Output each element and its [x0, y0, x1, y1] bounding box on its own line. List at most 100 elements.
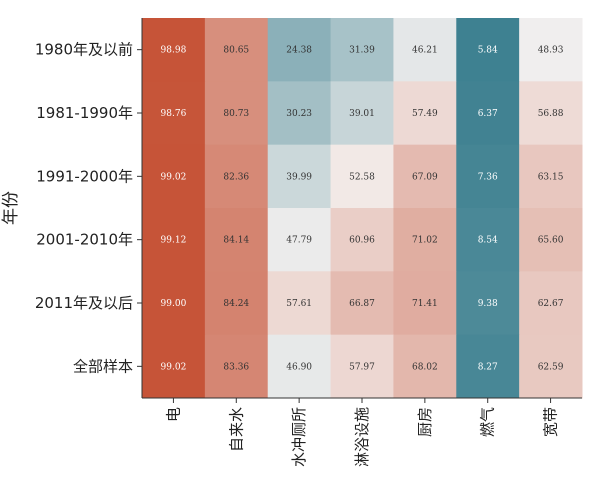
cell-value-label: 82.36	[223, 172, 249, 182]
heatmap-cell	[267, 18, 332, 82]
y-tick-label: 2001-2010年	[36, 231, 133, 249]
cell-value-label: 30.23	[286, 109, 312, 119]
x-tick-label: 电	[164, 407, 182, 422]
cell-value-label: 68.02	[412, 362, 438, 372]
heatmap-cell	[519, 81, 583, 146]
heatmap-cell-labels: 98.98 80.65 24.38 31.39 46.21 5.84 48.93 98.76 8…	[161, 46, 564, 373]
cell-value-label: 80.73	[223, 109, 249, 119]
heatmap-cell	[330, 144, 394, 209]
heatmap-cell	[456, 81, 520, 146]
x-tick-label: 自来水	[227, 407, 245, 452]
cell-value-label: 71.41	[412, 299, 438, 309]
heatmap-cell	[267, 144, 332, 209]
heatmap-cell	[330, 208, 394, 272]
cell-value-label: 56.88	[538, 109, 564, 119]
heatmap-cell	[393, 144, 457, 209]
cell-value-label: 57.97	[349, 362, 375, 372]
heatmap-cell	[204, 271, 269, 336]
x-tick-label: 厨房	[416, 407, 434, 437]
cell-value-label: 46.90	[286, 362, 312, 372]
heatmap-cell	[142, 208, 206, 272]
heatmap-cell	[142, 271, 206, 336]
heatmap-cell	[519, 144, 583, 209]
cell-value-label: 99.12	[161, 236, 187, 246]
heatmap-cell	[204, 144, 269, 209]
heatmap-cell	[456, 334, 520, 399]
y-tick-label: 全部样本	[73, 357, 133, 375]
heatmap-cells	[142, 18, 583, 399]
heatmap-cell	[267, 334, 332, 399]
y-tick-label: 1991-2000年	[36, 167, 133, 185]
x-tick-label: 燃气	[479, 407, 497, 437]
heatmap-cell	[519, 208, 583, 272]
heatmap-cell	[267, 208, 332, 272]
cell-value-label: 9.38	[478, 299, 498, 309]
cell-value-label: 99.02	[161, 362, 187, 372]
heatmap-cell	[142, 81, 206, 146]
heatmap-cell	[456, 18, 520, 82]
cell-value-label: 39.99	[286, 172, 312, 182]
heatmap-cell	[393, 81, 457, 146]
y-tick-label: 2011年及以后	[35, 294, 133, 312]
heatmap-cell	[456, 144, 520, 209]
heatmap-cell	[204, 334, 269, 399]
cell-value-label: 57.49	[412, 109, 438, 119]
heatmap-cell	[267, 81, 332, 146]
cell-value-label: 99.00	[161, 299, 187, 309]
y-tick-label: 1981-1990年	[36, 104, 133, 122]
y-tick-labels: 1980年及以前 1981-1990年 1991-2000年 2001-2010年 20…	[35, 41, 142, 375]
heatmap-cell	[204, 208, 269, 272]
heatmap-cell	[204, 81, 269, 146]
cell-value-label: 63.15	[538, 172, 564, 182]
heatmap-cell	[267, 271, 332, 336]
cell-value-label: 84.24	[223, 299, 249, 309]
cell-value-label: 31.39	[349, 46, 375, 56]
heatmap-cell	[456, 271, 520, 336]
cell-value-label: 65.60	[538, 236, 564, 246]
heatmap-cell	[393, 208, 457, 272]
cell-value-label: 66.87	[349, 299, 375, 309]
x-tick-label: 淋浴设施	[353, 407, 371, 467]
y-tick-label: 1980年及以前	[35, 41, 133, 59]
heatmap-cell	[330, 81, 394, 146]
cell-value-label: 84.14	[223, 236, 249, 246]
cell-value-label: 48.93	[538, 46, 564, 56]
cell-value-label: 62.67	[538, 299, 564, 309]
cell-value-label: 57.61	[286, 299, 312, 309]
heatmap-cell	[142, 144, 206, 209]
cell-value-label: 62.59	[538, 362, 564, 372]
cell-value-label: 60.96	[349, 236, 375, 246]
cell-value-label: 71.02	[412, 236, 438, 246]
cell-value-label: 46.21	[412, 46, 438, 56]
cell-value-label: 98.98	[161, 46, 187, 56]
cell-value-label: 8.54	[478, 236, 498, 246]
y-axis-label: 年份	[1, 191, 21, 225]
cell-value-label: 6.37	[478, 109, 498, 119]
x-tick-label: 水冲厕所	[290, 407, 308, 467]
cell-value-label: 7.36	[478, 172, 498, 182]
cell-value-label: 5.84	[478, 46, 498, 56]
cell-value-label: 83.36	[223, 362, 249, 372]
heatmap-cell	[330, 271, 394, 336]
heatmap-cell	[204, 18, 269, 82]
cell-value-label: 24.38	[286, 46, 312, 56]
cell-value-label: 47.79	[286, 236, 312, 246]
heatmap-cell	[330, 18, 394, 82]
heatmap-cell	[456, 208, 520, 272]
heatmap-cell	[519, 18, 583, 82]
heatmap-cell	[330, 334, 394, 399]
cell-value-label: 8.27	[478, 362, 498, 372]
x-tick-label: 宽带	[542, 407, 560, 437]
heatmap-cell	[393, 18, 457, 82]
heatmap-cell	[142, 18, 206, 82]
cell-value-label: 99.02	[161, 172, 187, 182]
heatmap-cell	[142, 334, 206, 399]
x-tick-labels: 电 自来水 水冲厕所 淋浴设施 厨房 燃气 宽带	[164, 398, 560, 467]
heatmap-cell	[393, 271, 457, 336]
heatmap-cell	[519, 334, 583, 399]
cell-value-label: 52.58	[349, 172, 375, 182]
cell-value-label: 80.65	[223, 46, 249, 56]
heatmap-cell	[519, 271, 583, 336]
cell-value-label: 98.76	[161, 109, 187, 119]
